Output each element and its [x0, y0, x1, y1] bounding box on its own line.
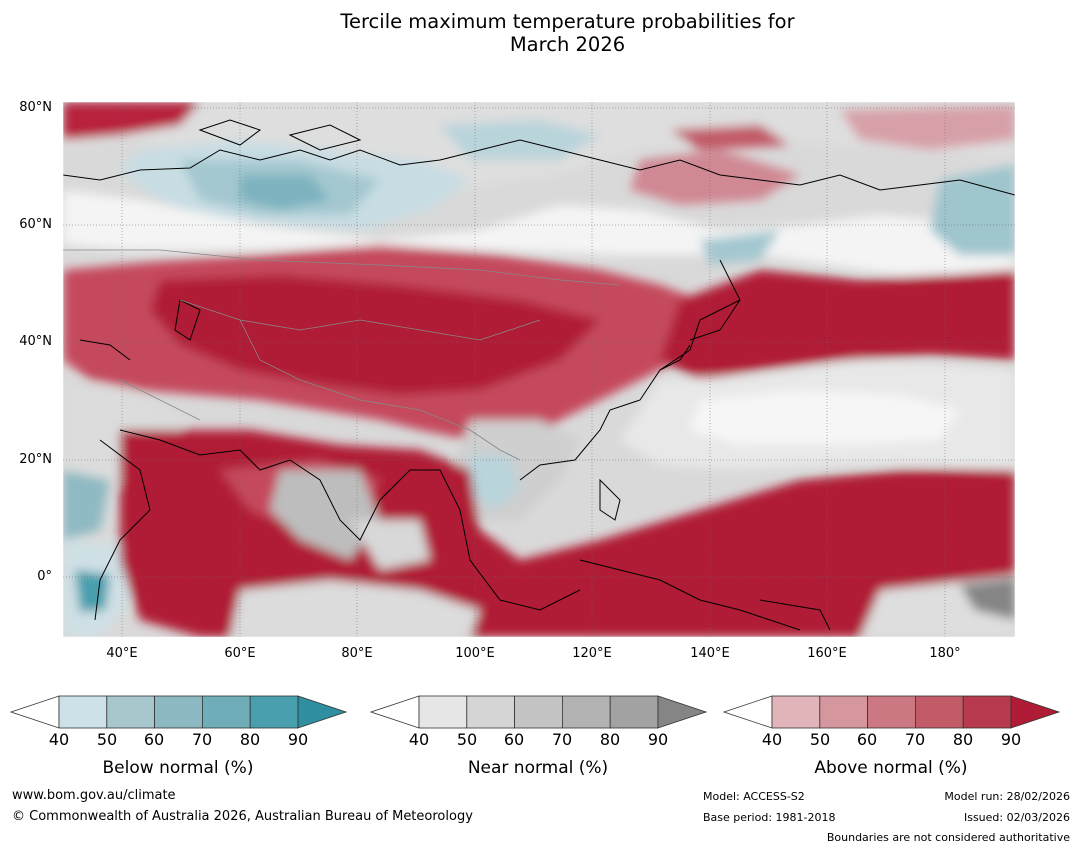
colorbar-segment: [962, 695, 1012, 729]
disclaimer-text: Boundaries are not considered authoritat…: [826, 831, 1070, 844]
map-field: [63, 102, 1015, 637]
lon-label-100e: 100°E: [455, 646, 495, 661]
colorbar-segment: [771, 695, 821, 729]
colorbar-segment: [106, 695, 156, 729]
colorbar-below-arrow: [297, 695, 348, 729]
legend-near-tick: 70: [551, 730, 573, 749]
colorbar-segment: [914, 695, 964, 729]
colorbar-segment: [154, 695, 203, 729]
base-period-text: Base period: 1981-2018: [703, 811, 836, 824]
graticule: [63, 102, 1015, 637]
colorbar-above-arrow: [1010, 695, 1061, 729]
legend-above-tick: 60: [856, 730, 878, 749]
legend-above-tick: 50: [809, 730, 831, 749]
legend-below-tick: 60: [143, 730, 165, 749]
lon-label-160e: 160°E: [807, 646, 847, 661]
legend-below-caption: Below normal (%): [102, 758, 254, 778]
colorbar-below-normal: [9, 695, 348, 729]
colorbar-segment: [58, 695, 108, 729]
copyright-text: © Commonwealth of Australia 2026, Austra…: [12, 809, 473, 824]
colorbar-segment: [466, 695, 516, 729]
legend-above-normal: 40 50 60 70 80 90 Above normal (%): [722, 694, 1063, 778]
colorbar-above-normal: [722, 695, 1061, 729]
colorbar-segment: [867, 695, 916, 729]
lat-label-60n: 60°N: [19, 217, 52, 232]
forecast-map: [62, 101, 1016, 638]
colorbar-segment: [514, 695, 563, 729]
legend-above-tick: 40: [761, 730, 783, 749]
lon-label-180: 180°: [929, 646, 961, 661]
colorbar-segment: [249, 695, 299, 729]
coastlines: [63, 119, 1015, 631]
colorbar-segment: [418, 695, 468, 729]
colorbar-segment: [561, 695, 611, 729]
colorbar-segment: [819, 695, 869, 729]
legend-below-tick: 70: [191, 730, 213, 749]
legend-near-tick: 40: [408, 730, 430, 749]
model-run-text: Model run: 28/02/2026: [944, 790, 1070, 803]
lat-label-80n: 80°N: [19, 100, 52, 115]
model-text: Model: ACCESS-S2: [703, 790, 805, 803]
legend-below-tick: 50: [96, 730, 118, 749]
map-title-line1: Tercile maximum temperature probabilitie…: [340, 10, 795, 33]
legend-above-tick: 70: [904, 730, 926, 749]
legend-above-tick: 90: [1000, 730, 1022, 749]
colorbar-segment: [201, 695, 251, 729]
legend-near-normal: 40 50 60 70 80 90 Near normal (%): [369, 694, 710, 778]
legend-near-tick: 90: [647, 730, 669, 749]
colorbar-near-arrow: [657, 695, 708, 729]
country-boundaries: [63, 249, 621, 461]
legend-near-tick: 60: [503, 730, 525, 749]
lat-label-0: 0°: [37, 569, 52, 584]
lat-label-20n: 20°N: [19, 452, 52, 467]
legend-above-caption: Above normal (%): [814, 758, 968, 778]
legend-near-tick: 50: [456, 730, 478, 749]
colorbar-near-normal: [369, 695, 708, 729]
lon-label-140e: 140°E: [690, 646, 730, 661]
lat-label-40n: 40°N: [19, 334, 52, 349]
lon-label-80e: 80°E: [341, 646, 373, 661]
legend-above-tick: 80: [952, 730, 974, 749]
issued-text: Issued: 02/03/2026: [963, 811, 1070, 824]
legend-below-tick: 90: [287, 730, 309, 749]
map-title-line2: March 2026: [509, 33, 626, 56]
legend-near-caption: Near normal (%): [467, 758, 609, 778]
legend-below-normal: 40 50 60 70 80 90 Below normal (%): [9, 694, 350, 778]
lon-label-120e: 120°E: [572, 646, 612, 661]
legend-below-tick: 80: [239, 730, 261, 749]
map-title: Tercile maximum temperature probabilitie…: [0, 10, 1081, 56]
legend-near-tick: 80: [599, 730, 621, 749]
legend-below-tick: 40: [48, 730, 70, 749]
lon-label-60e: 60°E: [224, 646, 256, 661]
colorbar-segment: [609, 695, 659, 729]
website-link[interactable]: www.bom.gov.au/climate: [12, 788, 176, 803]
lon-label-40e: 40°E: [106, 646, 138, 661]
